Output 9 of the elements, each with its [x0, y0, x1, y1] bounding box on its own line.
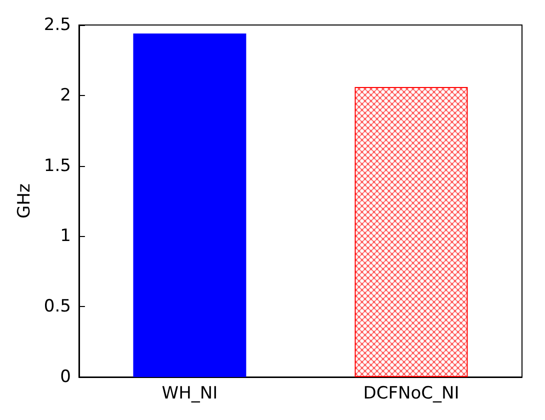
- x-tick-label: DCFNoC_NI: [363, 384, 460, 404]
- y-tick-label: 2.5: [44, 15, 71, 35]
- y-tick-label: 0.5: [44, 296, 71, 317]
- y-tick-label: 0: [60, 367, 71, 387]
- y-tick-label: 2: [60, 85, 71, 106]
- x-tick-label: WH_NI: [162, 384, 218, 404]
- y-tick-label: 1: [60, 226, 71, 246]
- y-tick-label: 1.5: [44, 156, 71, 176]
- y-axis-title: GHz: [14, 183, 34, 218]
